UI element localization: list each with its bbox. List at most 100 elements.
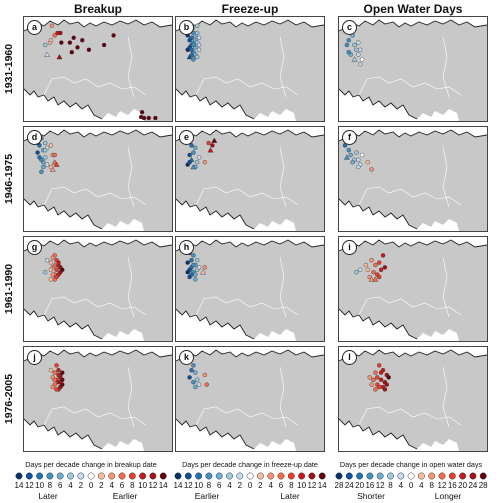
legend-swatch — [15, 472, 23, 480]
coastline-1 — [339, 198, 418, 230]
station-point — [59, 40, 64, 45]
legend-tick-label: 4 — [227, 481, 232, 490]
station-point — [44, 51, 51, 57]
panel-label: l — [342, 350, 357, 365]
station-point — [380, 253, 386, 258]
legend-tick-label: 16 — [365, 481, 375, 490]
station-point — [54, 274, 59, 280]
station-point — [371, 377, 376, 382]
coastline-1 — [339, 308, 418, 340]
station-point — [187, 375, 192, 380]
map-g — [24, 239, 172, 341]
internal-lines — [358, 36, 462, 98]
legend-tick-label: 8 — [429, 481, 434, 490]
legend-swatch — [428, 472, 436, 480]
legend-breakup: Days per decade change in breakup date 1… — [13, 460, 169, 501]
station-point — [48, 143, 54, 148]
legend-swatch — [345, 472, 353, 480]
row-label-1946-1975: 1946-1975 — [3, 153, 15, 205]
station-point — [343, 154, 350, 160]
station-point — [211, 137, 218, 143]
station-point — [48, 260, 54, 265]
legend-tick-label: 12 — [437, 481, 447, 490]
legend-tick-label: 8 — [47, 481, 53, 490]
station-point — [187, 160, 192, 165]
station-point — [56, 260, 61, 265]
station-point — [354, 150, 359, 155]
panel-label: e — [179, 130, 194, 145]
map-panel-f: f — [338, 126, 488, 232]
legend-swatch — [67, 472, 74, 480]
map-b — [176, 19, 324, 121]
station-point — [86, 47, 92, 52]
station-point — [356, 52, 361, 57]
coastline-2 — [176, 239, 324, 252]
station-point — [54, 267, 59, 272]
legend-swatch — [139, 472, 147, 480]
station-point — [60, 370, 65, 375]
coastline-1 — [339, 418, 418, 450]
internal-lines — [43, 256, 147, 318]
station-point — [39, 169, 44, 174]
station-point — [56, 53, 63, 60]
coastline-2 — [176, 349, 324, 362]
station-point — [191, 57, 196, 62]
legend-tick-label: 14 — [317, 481, 327, 490]
legend-left-label: Shorter — [357, 491, 385, 501]
station-point — [375, 375, 380, 380]
station-point — [202, 372, 207, 378]
legend-swatch — [56, 472, 64, 480]
land-area — [24, 130, 172, 231]
legend-title-breakup: Days per decade change in breakup date — [25, 460, 157, 469]
station-point — [378, 267, 384, 272]
panel-label: a — [27, 20, 42, 35]
panel-label: f — [342, 130, 357, 145]
internal-lines — [358, 146, 462, 208]
station-point — [373, 262, 378, 268]
legend-swatch — [287, 472, 295, 480]
internal-lines — [195, 36, 299, 98]
legend-swatch — [128, 472, 136, 480]
station-point — [356, 157, 361, 162]
map-j — [24, 349, 172, 451]
land-area — [176, 350, 324, 451]
station-point — [350, 160, 355, 165]
station-point — [52, 377, 57, 382]
legend-swatch — [356, 472, 364, 480]
station-point — [49, 23, 55, 29]
station-point — [386, 375, 391, 380]
station-point — [189, 368, 194, 373]
station-point — [365, 267, 370, 272]
station-point — [382, 265, 388, 270]
legend-tick-label: 2 — [258, 481, 263, 490]
station-point — [196, 35, 202, 40]
land-area — [176, 240, 324, 341]
legend-swatch — [236, 472, 244, 480]
station-point — [352, 42, 357, 48]
station-point — [50, 255, 55, 260]
panel-label: i — [342, 240, 357, 255]
map-panel-a: a — [23, 16, 173, 122]
station-point — [367, 375, 372, 380]
legend-tick-label: 6 — [278, 481, 284, 490]
station-point — [371, 270, 376, 275]
legend-swatch — [397, 472, 405, 480]
legend-swatch — [174, 472, 182, 480]
station-point — [189, 258, 194, 263]
row-label-1931-1960: 1931-1960 — [3, 43, 15, 95]
station-point — [191, 262, 196, 268]
map-c — [339, 19, 487, 121]
map-panel-k: k — [175, 346, 325, 452]
legend-swatch — [407, 472, 415, 480]
internal-lines — [195, 146, 299, 208]
column-title-open-water: Open Water Days — [363, 2, 463, 16]
legend-swatch — [159, 472, 167, 480]
station-point — [43, 148, 48, 153]
map-f — [339, 129, 487, 231]
legend-freeze-up: Days per decade change in freeze-up date… — [172, 460, 328, 501]
station-point — [43, 140, 48, 146]
station-point — [52, 152, 57, 158]
legend-swatch — [205, 472, 213, 480]
coastline-2 — [24, 19, 172, 32]
map-h — [176, 239, 324, 341]
